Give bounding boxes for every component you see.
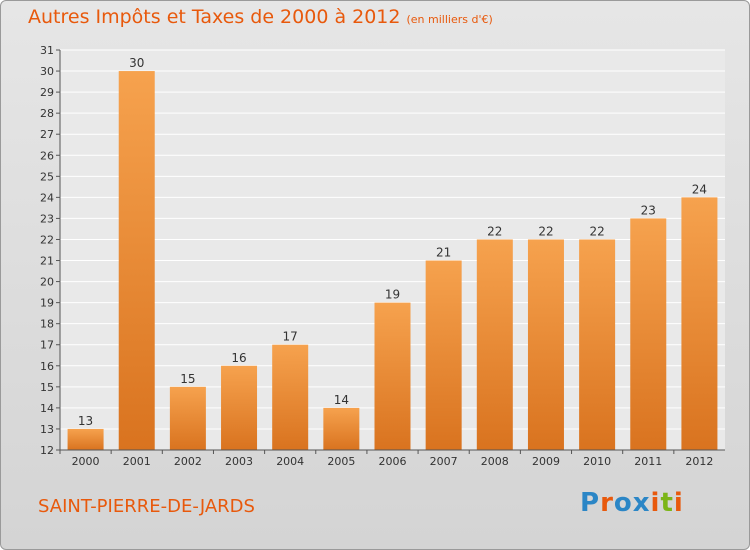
x-tick-label: 2004 (276, 455, 304, 468)
y-tick-label: 25 (40, 170, 54, 183)
bar-value-label: 22 (538, 224, 553, 238)
logo-letter: x (632, 488, 651, 518)
y-tick-label: 29 (40, 86, 54, 99)
y-tick-label: 26 (40, 149, 54, 162)
bar-value-label: 21 (436, 246, 451, 260)
x-tick-label: 2006 (379, 455, 407, 468)
x-tick-label: 2000 (72, 455, 100, 468)
proxiti-logo: Proxiti (580, 488, 684, 518)
chart-title-text: Autres Impôts et Taxes de 2000 à 2012 (28, 6, 401, 28)
y-tick-label: 20 (40, 276, 54, 289)
x-tick-label: 2001 (123, 455, 151, 468)
bar-value-label: 14 (334, 393, 349, 407)
bar-value-label: 17 (283, 330, 298, 344)
y-tick-label: 30 (40, 65, 54, 78)
bar-2008 (476, 239, 513, 450)
y-tick-label: 15 (40, 381, 54, 394)
x-tick-label: 2009 (532, 455, 560, 468)
y-tick-label: 27 (40, 128, 54, 141)
bar-2006 (374, 302, 411, 450)
bar-value-label: 23 (641, 203, 656, 217)
y-tick-label: 28 (40, 107, 54, 120)
y-tick-label: 24 (40, 191, 54, 204)
bar-2009 (527, 239, 564, 450)
bar-2004 (272, 344, 309, 450)
bar-2001 (118, 71, 155, 450)
logo-letter: r (600, 488, 614, 518)
y-tick-label: 16 (40, 360, 54, 373)
x-tick-label: 2012 (685, 455, 713, 468)
y-tick-label: 19 (40, 297, 54, 310)
logo-letter: t (660, 488, 674, 518)
bar-value-label: 13 (78, 414, 93, 428)
y-tick-label: 31 (40, 44, 54, 57)
bar-value-label: 22 (487, 224, 502, 238)
x-tick-label: 2010 (583, 455, 611, 468)
x-tick-label: 2005 (327, 455, 355, 468)
x-tick-label: 2011 (634, 455, 662, 468)
x-tick-label: 2007 (430, 455, 458, 468)
bar-2000 (67, 428, 104, 450)
logo-letter: i (673, 488, 684, 518)
x-tick-label: 2008 (481, 455, 509, 468)
chart-title: Autres Impôts et Taxes de 2000 à 2012 (en… (28, 6, 493, 28)
y-tick-label: 18 (40, 318, 54, 331)
x-axis: 2000 2001 2002 2003 2004 2005 2006 2007 2008 2009… (59, 449, 725, 468)
y-axis: 12 13 14 15 16 17 18 19 20 21 22 23 24 25 26 27 28 29 30 31 (40, 44, 61, 457)
bar-2002 (169, 386, 206, 450)
logo-letter: i (650, 488, 661, 518)
chart-subtitle: (en milliers d'€) (406, 13, 493, 26)
x-tick-label: 2003 (225, 455, 253, 468)
x-tick-label: 2002 (174, 455, 202, 468)
bar-2007 (425, 260, 462, 450)
logo-letter: P (580, 488, 601, 518)
bar-2012 (681, 197, 718, 450)
bar-value-label: 16 (231, 351, 246, 365)
bar-value-label: 22 (589, 224, 604, 238)
bar-value-label: 30 (129, 56, 144, 70)
bar-value-label: 19 (385, 288, 400, 302)
bars: 13 30 15 16 17 14 19 21 22 22 22 23 24 (67, 56, 718, 450)
bar-2003 (221, 365, 258, 450)
y-tick-label: 13 (40, 423, 54, 436)
bar-value-label: 24 (692, 182, 707, 196)
bar-2005 (323, 407, 360, 450)
commune-name: SAINT-PIERRE-DE-JARDS (38, 496, 255, 517)
y-tick-label: 21 (40, 255, 54, 268)
y-tick-label: 17 (40, 339, 54, 352)
bar-2011 (630, 218, 667, 450)
bar-value-label: 15 (180, 372, 195, 386)
y-tick-label: 14 (40, 402, 54, 415)
logo-letter: o (613, 488, 633, 518)
y-tick-label: 12 (40, 444, 54, 457)
y-tick-label: 23 (40, 212, 54, 225)
y-tick-label: 22 (40, 233, 54, 246)
bar-2010 (579, 239, 616, 450)
